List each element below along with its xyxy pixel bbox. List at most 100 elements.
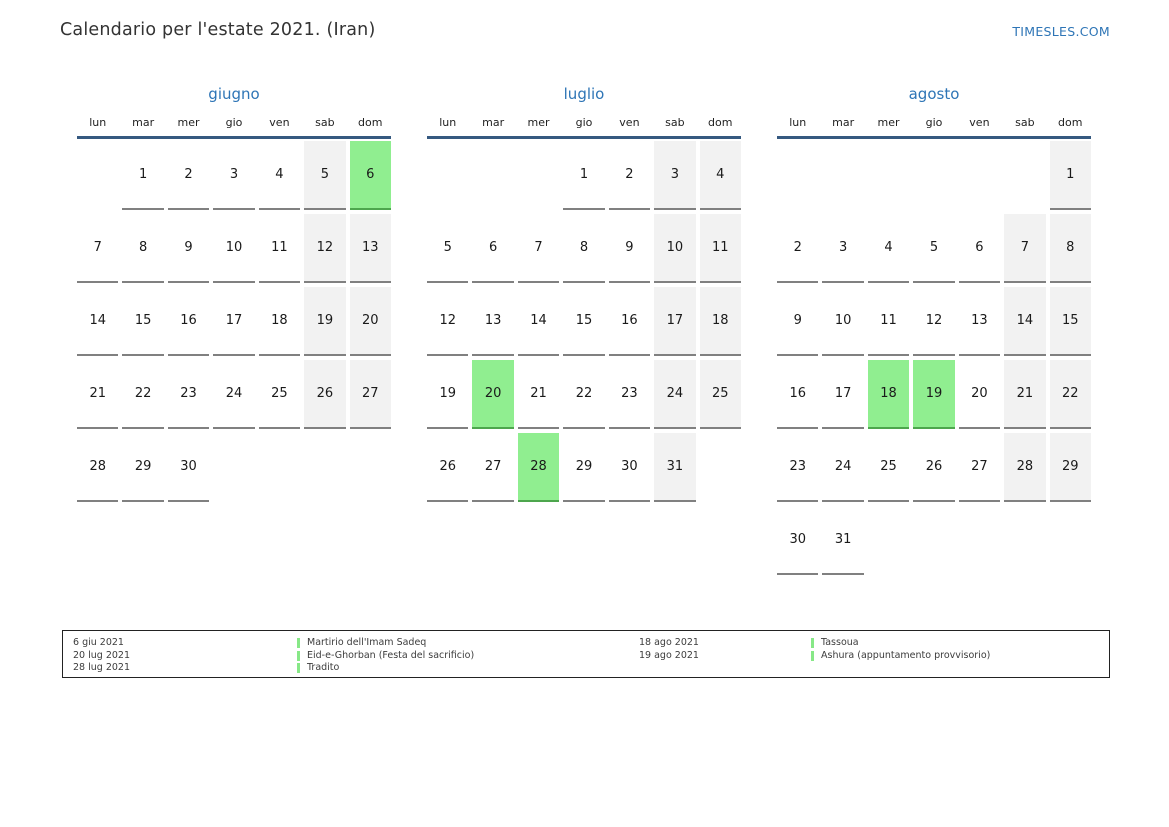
weekday-label: gio [925, 116, 943, 129]
day-cell: 20 [958, 360, 1001, 429]
legend-event: Eid-e-Ghorban (Festa del sacrificio) [297, 650, 639, 663]
day-cell: 14 [77, 287, 119, 356]
day-cell [822, 141, 863, 210]
weekday-label: dom [1058, 116, 1083, 129]
day-cell [1004, 141, 1045, 210]
day-cell: 10 [822, 287, 864, 356]
site-link[interactable]: TIMESLES.COM [1012, 24, 1110, 39]
day-cell: 6 [472, 214, 514, 283]
day-cell: 13 [958, 287, 1001, 356]
day-cell: 24 [822, 433, 864, 502]
event-color-bar [811, 638, 814, 649]
weekday-header-row: lun mar mer gio ven sab dom [777, 116, 1091, 139]
months-container: giugno lun mar mer gio ven sab dom 1 2 3 4 5 6 7 8 9 10 11… [77, 84, 1091, 575]
day-cell: 10 [654, 214, 696, 283]
day-cell: 19 [427, 360, 469, 429]
legend-date: 28 lug 2021 [73, 662, 130, 673]
weekday-label: sab [665, 116, 685, 129]
day-cell [77, 141, 118, 210]
day-cell: 23 [167, 360, 210, 429]
day-cell [1004, 506, 1045, 575]
day-cell: 11 [867, 287, 910, 356]
day-cell: 27 [472, 433, 514, 502]
event-color-bar [297, 638, 300, 649]
day-cell: 31 [654, 433, 696, 502]
day-cell: 27 [349, 360, 391, 429]
day-cell: 22 [563, 360, 605, 429]
day-cell: 21 [517, 360, 560, 429]
event-color-bar [811, 650, 814, 661]
day-cell: 30 [777, 506, 819, 575]
day-cell: 18 [867, 360, 910, 429]
weekday-label: mar [832, 116, 855, 129]
day-cell: 29 [1049, 433, 1091, 502]
weekday-label: gio [225, 116, 243, 129]
day-cell: 5 [427, 214, 469, 283]
legend-event: Ashura (appuntamento provvisorio) [811, 650, 1099, 663]
day-cell: 2 [167, 141, 210, 210]
legend-event-label: Ashura (appuntamento provvisorio) [821, 649, 991, 661]
day-cell: 9 [167, 214, 210, 283]
day-cell [913, 141, 954, 210]
day-cell: 26 [304, 360, 346, 429]
day-cell: 31 [822, 506, 864, 575]
day-cell: 4 [258, 141, 301, 210]
day-cell: 19 [304, 287, 346, 356]
day-cell: 11 [699, 214, 741, 283]
weekday-label: mer [177, 116, 200, 129]
day-cell: 13 [349, 214, 391, 283]
month-grid: 1 2 3 4 5 6 7 8 9 10 11 12 13 14 15 16 17 18 19 20 21 22 23 24 2… [777, 141, 1091, 575]
day-cell: 26 [913, 433, 955, 502]
weekday-label: sab [1015, 116, 1035, 129]
day-cell: 8 [563, 214, 605, 283]
day-cell: 1 [1049, 141, 1091, 210]
weekday-label: gio [575, 116, 593, 129]
day-cell: 14 [517, 287, 560, 356]
day-cell: 29 [122, 433, 164, 502]
day-cell: 16 [608, 287, 651, 356]
day-cell [427, 141, 468, 210]
day-cell: 18 [258, 287, 301, 356]
day-cell: 17 [213, 287, 255, 356]
day-cell: 12 [304, 214, 346, 283]
day-cell [868, 506, 909, 575]
month-title: luglio [563, 85, 605, 103]
day-cell: 25 [258, 360, 301, 429]
day-cell [472, 141, 513, 210]
day-cell [350, 433, 391, 502]
month-giugno: giugno lun mar mer gio ven sab dom 1 2 3 4 5 6 7 8 9 10 11… [77, 84, 391, 575]
page-title: Calendario per l'estate 2021. (Iran) [60, 20, 376, 40]
day-cell: 19 [913, 360, 955, 429]
day-cell: 22 [122, 360, 164, 429]
weekday-label: ven [619, 116, 640, 129]
day-cell: 12 [427, 287, 469, 356]
day-cell: 14 [1004, 287, 1046, 356]
legend-event-label: Tradito [307, 662, 340, 673]
weekday-label: mer [527, 116, 550, 129]
day-cell: 21 [1004, 360, 1046, 429]
weekday-label: mar [482, 116, 505, 129]
event-color-bar [297, 663, 300, 674]
day-cell [959, 141, 1000, 210]
legend-date: 20 lug 2021 [73, 649, 130, 661]
day-cell: 23 [608, 360, 651, 429]
legend-event-label: Tassoua [821, 637, 859, 648]
day-cell: 3 [213, 141, 255, 210]
day-cell [700, 433, 741, 502]
legend-event-label: Eid-e-Ghorban (Festa del sacrificio) [307, 649, 475, 661]
day-cell [913, 506, 954, 575]
day-cell: 10 [213, 214, 255, 283]
day-cell: 7 [517, 214, 560, 283]
day-cell [868, 141, 909, 210]
weekday-label: dom [358, 116, 383, 129]
day-cell: 16 [167, 287, 210, 356]
day-cell: 12 [913, 287, 955, 356]
day-cell: 2 [777, 214, 819, 283]
day-cell: 5 [913, 214, 955, 283]
day-cell: 26 [427, 433, 469, 502]
day-cell: 1 [122, 141, 164, 210]
legend-date: 6 giu 2021 [73, 637, 124, 648]
day-cell: 17 [822, 360, 864, 429]
legend-date: 18 ago 2021 [639, 637, 699, 648]
day-cell [959, 506, 1000, 575]
